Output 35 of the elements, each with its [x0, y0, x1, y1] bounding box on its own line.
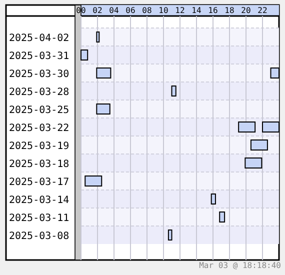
- bar: [96, 32, 100, 42]
- bar: [168, 230, 172, 240]
- bar: [238, 122, 256, 132]
- y-tick-label: 2025-03-22: [9, 123, 70, 134]
- y-tick-label: 2025-03-14: [9, 195, 70, 206]
- x-tick-label: 14: [192, 6, 202, 15]
- bar: [250, 140, 268, 150]
- x-tick-label: 22: [258, 6, 268, 15]
- y-tick-label: 2025-03-28: [9, 87, 70, 98]
- bar: [210, 194, 216, 204]
- bar: [244, 158, 262, 168]
- x-tick-label: 12: [175, 6, 185, 15]
- y-tick-label: 2025-03-31: [9, 51, 70, 62]
- y-tick-label: 2025-03-19: [9, 141, 70, 152]
- y-tick-label: 2025-03-18: [9, 159, 70, 170]
- x-tick-label: 08: [142, 6, 152, 15]
- x-tick-label: 06: [126, 6, 136, 15]
- y-tick-label: 2025-03-17: [9, 177, 70, 188]
- x-tick-label: 16: [208, 6, 218, 15]
- y-tick-label: 2025-04-02: [9, 33, 70, 44]
- x-tick-label: 10: [158, 6, 168, 15]
- x-tick-label: 04: [109, 6, 119, 15]
- text: Mar 03 @ 18:18:40: [199, 261, 282, 270]
- bar: [219, 212, 226, 222]
- x-tick-label: 18: [224, 6, 234, 15]
- x-tick-label: 02: [92, 6, 102, 15]
- x-tick-label: 20: [241, 6, 251, 15]
- bar: [96, 68, 112, 78]
- y-tick-label: 2025-03-30: [9, 69, 70, 80]
- bar: [96, 104, 110, 114]
- y-tick-label: 2025-03-25: [9, 105, 70, 116]
- y-tick-label: 2025-03-11: [9, 213, 70, 224]
- bar: [171, 86, 176, 96]
- bar: [84, 176, 102, 186]
- y-tick-label: 2025-03-08: [9, 231, 70, 242]
